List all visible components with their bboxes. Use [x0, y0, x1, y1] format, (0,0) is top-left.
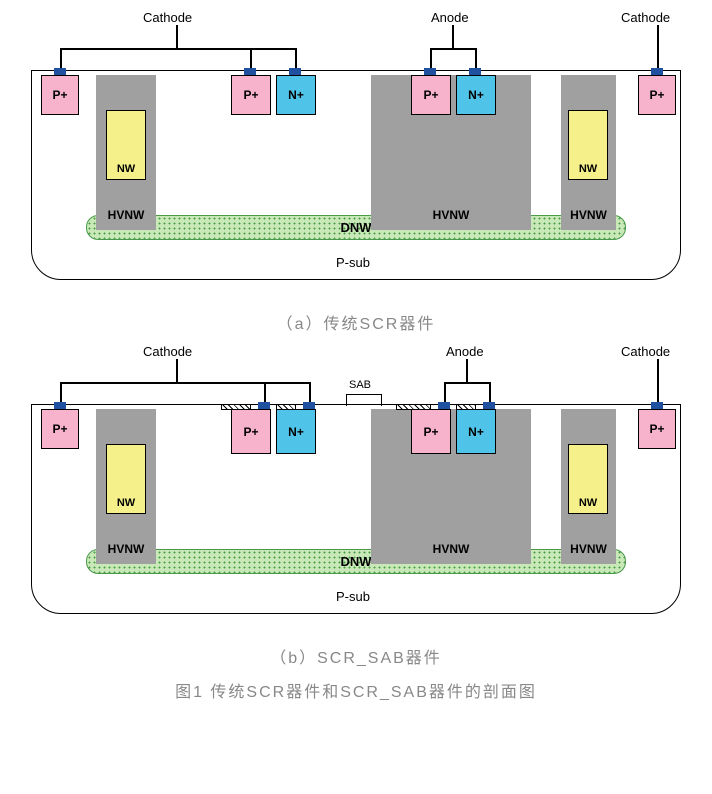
figure-a: DNWHVNWHVNWHVNWNWNWP+P+P+P+N+N+CathodeAn… [16, 20, 696, 290]
wire [489, 382, 491, 402]
sab-strip [396, 404, 431, 410]
pplus-region: P+ [41, 409, 79, 449]
wire [295, 48, 297, 68]
nw-region: NW [106, 110, 146, 180]
hvnw-region: HVNW [371, 409, 531, 564]
psub-label: P-sub [336, 255, 370, 270]
wire [346, 394, 347, 406]
wire [264, 382, 310, 384]
wire [176, 359, 178, 382]
contact-pad [424, 68, 436, 75]
wire [250, 48, 296, 50]
contact-pad [651, 402, 663, 409]
nplus-region: N+ [276, 409, 316, 454]
wire [346, 394, 381, 395]
wire [657, 359, 659, 402]
main-caption: 图1 传统SCR器件和SCR_SAB器件的剖面图 [0, 678, 712, 702]
wire [444, 382, 446, 402]
caption-b: （b）SCR_SAB器件 [0, 644, 712, 668]
dnw-region: DNW [86, 215, 626, 240]
pplus-region: P+ [411, 409, 451, 454]
wire [60, 48, 62, 68]
contact-pad [258, 402, 270, 409]
contact-pad [438, 402, 450, 409]
terminal-label-cathode: Cathode [143, 344, 192, 359]
wire [657, 25, 659, 68]
wire [176, 25, 178, 48]
contact-pad [54, 68, 66, 75]
pplus-region: P+ [638, 409, 676, 449]
nw-region: NW [106, 444, 146, 514]
pplus-region: P+ [411, 75, 451, 115]
terminal-label-cathode: Cathode [621, 10, 670, 25]
pplus-region: P+ [231, 409, 271, 454]
psub-label: P-sub [336, 589, 370, 604]
figure-b: DNWHVNWHVNWHVNWNWNWP+P+P+P+N+N+CathodeAn… [16, 354, 696, 624]
wire [60, 382, 62, 402]
contact-pad [289, 68, 301, 75]
wire [430, 48, 476, 50]
wire [466, 359, 468, 382]
pplus-region: P+ [231, 75, 271, 115]
contact-pad [244, 68, 256, 75]
nplus-region: N+ [456, 409, 496, 454]
terminal-label-sab: SAB [349, 379, 371, 391]
contact-pad [303, 402, 315, 409]
hvnw-region: HVNW [371, 75, 531, 230]
contact-pad [651, 68, 663, 75]
terminal-label-anode: Anode [446, 344, 484, 359]
terminal-label-anode: Anode [431, 10, 469, 25]
terminal-label-cathode: Cathode [621, 344, 670, 359]
wire [452, 25, 454, 48]
contact-pad [483, 402, 495, 409]
wire [444, 382, 490, 384]
sab-strip [276, 404, 296, 410]
wire [309, 382, 311, 402]
nw-region: NW [568, 110, 608, 180]
contact-pad [54, 402, 66, 409]
caption-a: （a）传统SCR器件 [0, 310, 712, 334]
wire [475, 48, 477, 68]
nplus-region: N+ [456, 75, 496, 115]
pplus-region: P+ [41, 75, 79, 115]
contact-pad [469, 68, 481, 75]
nplus-region: N+ [276, 75, 316, 115]
wire [250, 48, 252, 68]
wire [60, 48, 250, 50]
terminal-label-cathode: Cathode [143, 10, 192, 25]
nw-region: NW [568, 444, 608, 514]
wire [264, 382, 266, 402]
pplus-region: P+ [638, 75, 676, 115]
dnw-region: DNW [86, 549, 626, 574]
wire [381, 394, 382, 406]
sab-strip [221, 404, 251, 410]
wire [60, 382, 264, 384]
wire [430, 48, 432, 68]
sab-strip [456, 404, 476, 410]
